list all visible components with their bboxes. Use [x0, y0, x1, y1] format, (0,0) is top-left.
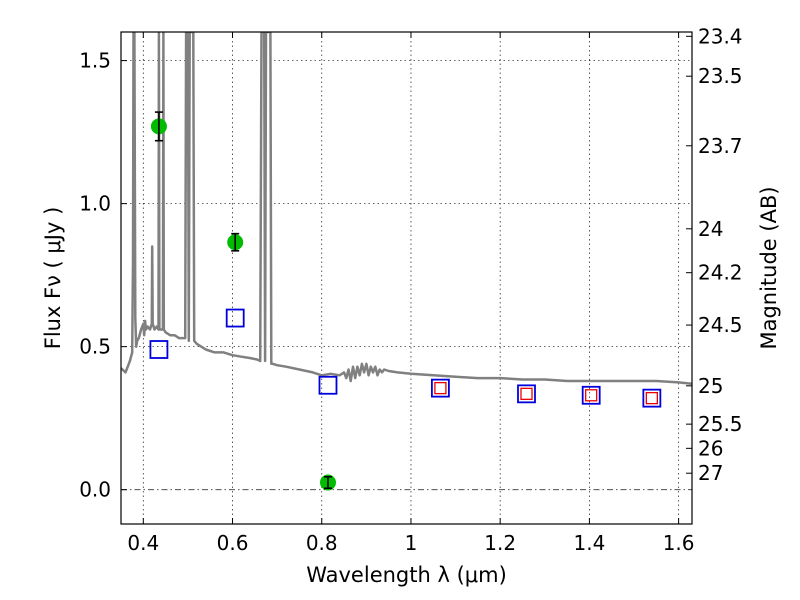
blue-square-point — [225, 308, 245, 328]
red-square-point — [520, 387, 533, 400]
red-square-point — [645, 391, 659, 405]
blue-square-point — [318, 375, 338, 395]
x-tick-label: 1 — [405, 531, 418, 555]
y-axis-right-label: Magnitude (AB) — [757, 186, 781, 349]
x-axis: 0.4 0.6 0.8 1 1.2 1.4 1.6 — [127, 32, 695, 555]
blue-square-point — [642, 388, 662, 408]
y2-tick-label: 25.5 — [698, 412, 743, 436]
red-square-point — [585, 389, 598, 402]
y2-tick-label: 23.7 — [698, 134, 743, 158]
x-tick-label: 1.4 — [573, 531, 605, 555]
blue-square-point — [581, 385, 601, 405]
y2-tick-label: 26 — [698, 436, 723, 460]
y2-tick-label: 24 — [698, 217, 723, 241]
y-tick-label: 0.0 — [79, 478, 111, 502]
x-axis-label: Wavelength λ (μm) — [306, 563, 507, 587]
y2-tick-label: 24.5 — [698, 313, 743, 337]
y2-tick-label: 23.4 — [698, 24, 743, 48]
model-spectrum-line — [121, 32, 692, 386]
blue-square-point — [149, 340, 169, 359]
y-tick-label: 1.5 — [79, 49, 111, 73]
y-tick-label: 1.0 — [79, 192, 111, 216]
x-tick-label: 1.2 — [484, 531, 516, 555]
plot-frame — [120, 31, 693, 525]
blue-square-point — [431, 378, 450, 398]
red-square-point — [434, 381, 447, 395]
y-tick-label: 0.5 — [79, 335, 111, 359]
x-tick-label: 0.6 — [217, 531, 249, 555]
y2-tick-label: 27 — [698, 461, 723, 485]
plot-area — [121, 32, 692, 491]
y2-tick-label: 24.2 — [698, 261, 743, 285]
x-tick-label: 1.6 — [663, 531, 695, 555]
y-axis-label: Flux Fν ( μJy ) — [41, 207, 65, 350]
y2-tick-label: 23.5 — [698, 64, 743, 88]
x-tick-label: 0.4 — [127, 531, 159, 555]
blue-square-point — [517, 384, 536, 404]
y2-tick-label: 25 — [698, 374, 723, 398]
grid — [121, 32, 692, 524]
y-axis-left: 0.0 0.5 1.0 1.5 — [79, 49, 127, 502]
x-tick-label: 0.8 — [306, 531, 338, 555]
